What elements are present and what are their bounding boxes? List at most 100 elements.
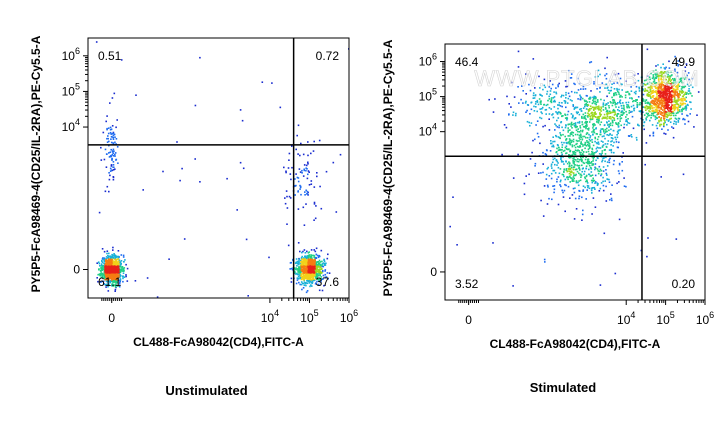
event-dot	[97, 261, 100, 263]
event-dot	[653, 80, 656, 82]
event-dot	[676, 85, 678, 87]
event-dot	[668, 89, 671, 91]
event-dot	[617, 102, 619, 104]
event-dot	[575, 129, 578, 131]
event-dot	[114, 281, 116, 284]
event-dot	[679, 91, 681, 93]
event-dot	[646, 102, 649, 105]
event-dot	[677, 93, 680, 95]
event-dot	[572, 140, 575, 143]
event-dot	[559, 111, 561, 114]
event-dot	[602, 144, 605, 146]
event-dot	[653, 103, 655, 105]
event-dot	[319, 273, 321, 275]
event-dot	[587, 143, 589, 146]
event-dot	[663, 117, 665, 120]
event-dot	[301, 255, 303, 258]
event-dot	[600, 140, 603, 142]
event-dot	[588, 113, 591, 116]
event-dot	[675, 88, 677, 91]
event-dot	[581, 130, 584, 133]
event-dot	[649, 108, 651, 110]
event-dot	[568, 138, 571, 140]
event-dot	[567, 168, 570, 170]
event-dot	[596, 118, 598, 121]
event-dot	[584, 121, 587, 123]
event-dot	[680, 77, 683, 80]
event-dot	[678, 99, 680, 101]
event-dot	[602, 102, 605, 104]
event-dot	[570, 90, 573, 93]
event-dot	[301, 270, 303, 272]
event-dot	[588, 187, 591, 190]
event-dot	[290, 178, 292, 181]
event-dot	[604, 106, 607, 109]
event-dot	[654, 82, 657, 85]
event-dot	[658, 100, 660, 103]
event-dot	[670, 87, 672, 89]
event-dot	[654, 91, 656, 93]
event-dot	[567, 127, 569, 129]
event-dot	[592, 125, 595, 127]
event-dot	[670, 98, 673, 101]
event-dot	[318, 277, 320, 280]
event-dot	[563, 169, 565, 171]
event-dot	[593, 123, 595, 125]
event-dot	[646, 90, 649, 92]
event-dot	[300, 283, 303, 286]
event-dot	[115, 274, 118, 277]
event-dot	[110, 274, 112, 277]
event-dot	[654, 73, 656, 75]
event-dot	[564, 100, 567, 102]
event-dot	[307, 161, 309, 164]
event-dot	[582, 85, 585, 88]
event-dot	[653, 100, 656, 103]
event-dot	[616, 136, 619, 139]
event-dot	[319, 185, 321, 188]
event-dot	[668, 119, 670, 121]
event-dot	[621, 83, 623, 86]
event-dot	[679, 110, 681, 113]
event-dot	[563, 170, 565, 173]
event-dot	[650, 86, 652, 88]
event-dot	[308, 251, 310, 253]
event-dot	[662, 95, 665, 97]
quadrant-value-top-left: 46.4	[455, 55, 479, 69]
event-dot	[591, 192, 593, 194]
event-dot	[181, 167, 183, 170]
event-dot	[313, 274, 315, 277]
event-dot	[606, 161, 609, 163]
event-dot	[624, 96, 627, 99]
event-dot	[580, 151, 582, 154]
event-dot	[560, 161, 563, 163]
event-dot	[101, 265, 104, 268]
event-dot	[585, 122, 588, 125]
event-dot	[111, 260, 113, 263]
event-dot	[660, 77, 662, 79]
event-dot	[610, 193, 612, 195]
event-dot	[597, 69, 600, 72]
event-dot	[666, 114, 669, 116]
event-dot	[604, 87, 606, 89]
event-dot	[608, 117, 611, 120]
event-dot	[560, 157, 562, 159]
event-dot	[610, 86, 613, 89]
event-dot	[672, 104, 675, 107]
event-dot	[556, 160, 559, 163]
event-dot	[310, 284, 312, 286]
event-dot	[610, 137, 613, 139]
event-dot	[568, 140, 571, 142]
event-dot	[594, 137, 597, 140]
event-dot	[597, 105, 600, 108]
event-dot	[322, 262, 325, 264]
event-dot	[310, 264, 313, 267]
event-dot	[596, 183, 599, 185]
event-dot	[677, 60, 679, 62]
event-dot	[100, 159, 103, 161]
event-dot	[661, 91, 664, 94]
event-dot	[588, 127, 590, 130]
event-dot	[578, 197, 580, 200]
event-dot	[564, 178, 567, 181]
event-dot	[108, 271, 110, 274]
quadrant-value-bottom-left: 61.1	[98, 275, 122, 289]
